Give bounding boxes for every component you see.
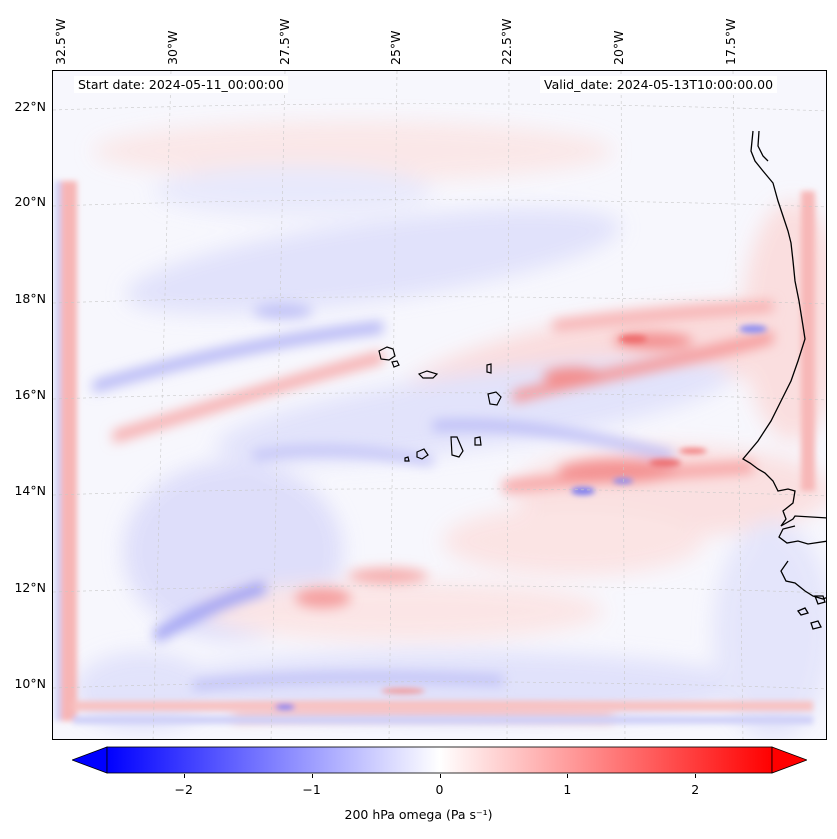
island-sao-vicente <box>391 360 400 368</box>
colorbar-extend-high <box>771 746 807 774</box>
coast-north <box>757 130 769 162</box>
island-maio <box>474 436 482 446</box>
lat-label-22n: 22°N <box>14 99 46 114</box>
omega-field <box>53 71 826 739</box>
island-boa-vista <box>487 391 502 406</box>
coast-mauritania-senegal <box>742 130 826 527</box>
lat-label-18n: 18°N <box>14 291 46 306</box>
map-panel[interactable] <box>52 70 827 740</box>
coast-gambia <box>778 525 826 545</box>
lat-label-20n: 20°N <box>14 194 46 209</box>
cape-verde-islands <box>378 346 502 462</box>
africa-coastline <box>742 130 826 630</box>
omega-field-map <box>53 71 826 739</box>
colorbar-tick-label: −1 <box>302 782 321 797</box>
lon-label-30w: 30°W <box>165 30 180 65</box>
lat-label-16n: 16°N <box>14 387 46 402</box>
lon-label-27.5w: 27.5°W <box>277 18 292 65</box>
colorbar <box>72 746 807 774</box>
island-brava <box>404 456 410 462</box>
colorbar-tick-label: 2 <box>691 782 700 797</box>
colorbar-extend-low <box>72 746 108 774</box>
lat-label-12n: 12°N <box>14 580 46 595</box>
lat-label-10n: 10°N <box>14 676 46 691</box>
colorbar-body <box>106 746 773 774</box>
graticule <box>53 71 826 739</box>
lon-label-32.5w: 32.5°W <box>53 18 68 65</box>
lat-label-14n: 14°N <box>14 483 46 498</box>
colorbar-tick-label: 1 <box>563 782 572 797</box>
lon-label-17.5w: 17.5°W <box>723 18 738 65</box>
lon-label-25w: 25°W <box>388 30 403 65</box>
colorbar-tick-label: −2 <box>174 782 193 797</box>
colorbar-tickmark <box>311 774 313 778</box>
coast-guinea-bissau <box>780 560 826 600</box>
valid-date-label: Valid_date: 2024-05-13T10:00:00.00 <box>540 76 778 93</box>
island-fogo <box>416 448 429 460</box>
colorbar-tick-label: 0 <box>435 782 444 797</box>
bissagos-1 <box>796 607 809 616</box>
island-santiago <box>450 436 464 458</box>
colorbar-label: 200 hPa omega (Pa s⁻¹) <box>344 807 493 822</box>
colorbar-tickmark <box>695 774 697 778</box>
start-date-label: Start date: 2024-05-11_00:00:00 <box>74 76 288 93</box>
island-sal <box>486 363 492 374</box>
bissagos-3 <box>814 595 826 605</box>
colorbar-tickmark <box>439 774 441 778</box>
island-santo-antao <box>378 346 396 361</box>
bissagos-2 <box>810 620 822 630</box>
lon-label-20w: 20°W <box>611 30 626 65</box>
colorbar-tickmark <box>567 774 569 778</box>
lon-label-22.5w: 22.5°W <box>499 18 514 65</box>
island-sao-nicolau <box>417 370 439 379</box>
colorbar-tickmark <box>183 774 185 778</box>
